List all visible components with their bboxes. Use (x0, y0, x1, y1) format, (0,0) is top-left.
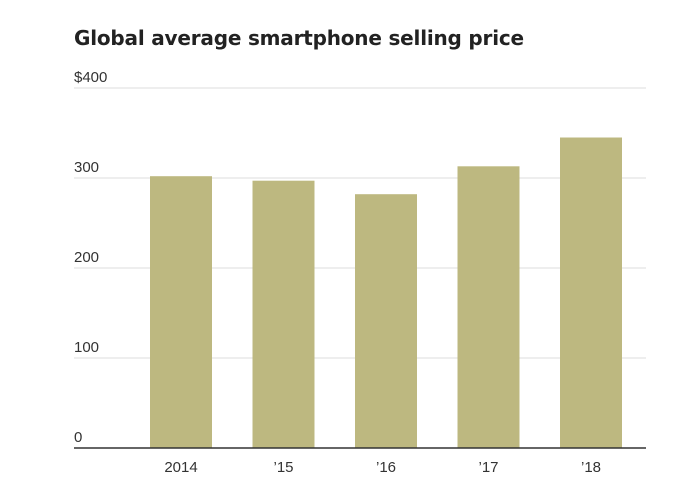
y-tick-label: 300 (74, 159, 99, 176)
bar-1 (252, 180, 315, 448)
x-tick-label: ’15 (273, 459, 293, 476)
y-tick-label: 0 (74, 429, 82, 446)
bar-0 (150, 176, 212, 448)
x-tick-label: ’16 (376, 459, 396, 476)
chart-title: Global average smartphone selling price (74, 26, 524, 50)
bars (150, 137, 622, 449)
x-axis-ticks: 2014 ’15 ’16 ’17 ’18 (164, 459, 601, 476)
bar-2 (355, 194, 417, 448)
y-tick-label: 200 (74, 249, 99, 266)
y-axis-ticks: 0 100 200 300 $400 (74, 69, 107, 446)
x-tick-label: ’17 (478, 459, 498, 476)
y-tick-label: $400 (74, 69, 107, 86)
x-tick-label: ’18 (581, 459, 601, 476)
x-tick-label: 2014 (164, 459, 197, 476)
y-tick-label: 100 (74, 339, 99, 356)
bar-3 (457, 166, 520, 449)
bar-4 (560, 137, 622, 448)
